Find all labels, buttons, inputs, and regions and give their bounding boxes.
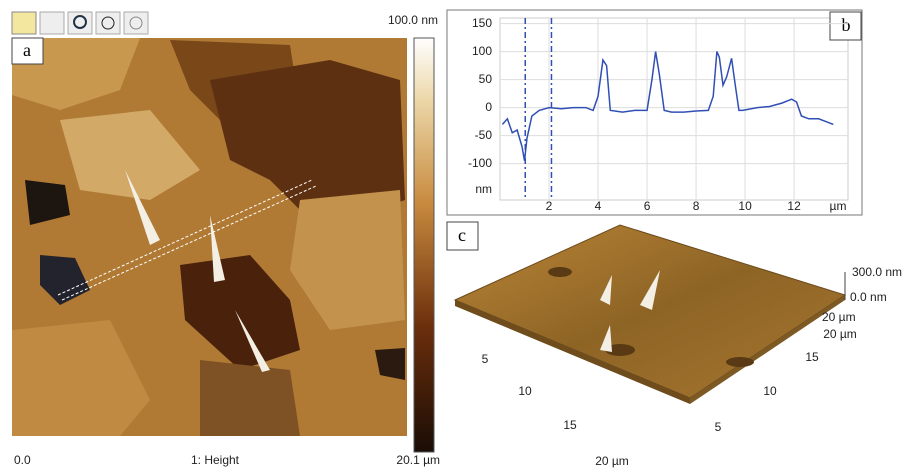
x-tick-label: 6: [644, 199, 651, 213]
y-tick-label: 100: [472, 44, 492, 58]
z-side: 20 µm: [822, 310, 856, 324]
x-unit: µm: [830, 199, 847, 213]
y-tick-label: -100: [468, 156, 492, 170]
x-tick-label: 8: [693, 199, 700, 213]
color-bar: [413, 37, 435, 453]
panel-label: c: [458, 225, 466, 245]
x-end: 20.1 µm: [396, 453, 440, 467]
y-tick-label: 50: [479, 72, 493, 86]
axis-tick-label: 15: [563, 418, 577, 432]
panel-label: b: [842, 15, 851, 35]
label-box: [11, 37, 44, 65]
x-tick-label: 12: [787, 199, 801, 213]
label-box: [829, 11, 862, 41]
pan-tool[interactable]: [39, 11, 65, 35]
zoom-out-tool[interactable]: [123, 11, 149, 35]
channel-name: 1: Height: [191, 453, 240, 467]
afm-image: [12, 38, 407, 436]
axis-tick-label: 10: [518, 384, 532, 398]
axis-tick-label: 5: [482, 352, 489, 366]
zoom-tool[interactable]: [67, 11, 93, 35]
axis-tick-label: 20 µm: [823, 327, 857, 341]
axis-tick-label: 15: [805, 350, 819, 364]
zoom-icon: [73, 15, 87, 29]
x-tick-label: 2: [546, 199, 553, 213]
scale-max: 100.0 nm: [388, 13, 438, 27]
y-tick-label: -50: [475, 128, 493, 142]
z-bottom: 0.0 nm: [850, 290, 887, 304]
profile-line: [501, 51, 834, 161]
panel-label: a: [23, 40, 31, 60]
y-tick-label: 0: [485, 100, 492, 114]
zoom-out-icon: [129, 16, 143, 30]
z-top: 300.0 nm: [852, 265, 902, 279]
x-tick-label: 4: [595, 199, 602, 213]
axis-tick-label: 20 µm: [595, 454, 629, 468]
y-unit: nm: [475, 182, 492, 196]
zoom-in-icon: [101, 16, 115, 30]
label-box: [446, 221, 479, 251]
surface-3d: [453, 224, 847, 404]
axis-tick-label: 10: [763, 384, 777, 398]
zoom-in-tool[interactable]: [95, 11, 121, 35]
toolbar: [11, 11, 149, 35]
x-start: 0.0: [14, 453, 31, 467]
ruler-tool[interactable]: [11, 11, 37, 35]
axis-tick-label: 5: [715, 420, 722, 434]
x-tick-label: 10: [738, 199, 752, 213]
y-tick-label: 150: [472, 16, 492, 30]
